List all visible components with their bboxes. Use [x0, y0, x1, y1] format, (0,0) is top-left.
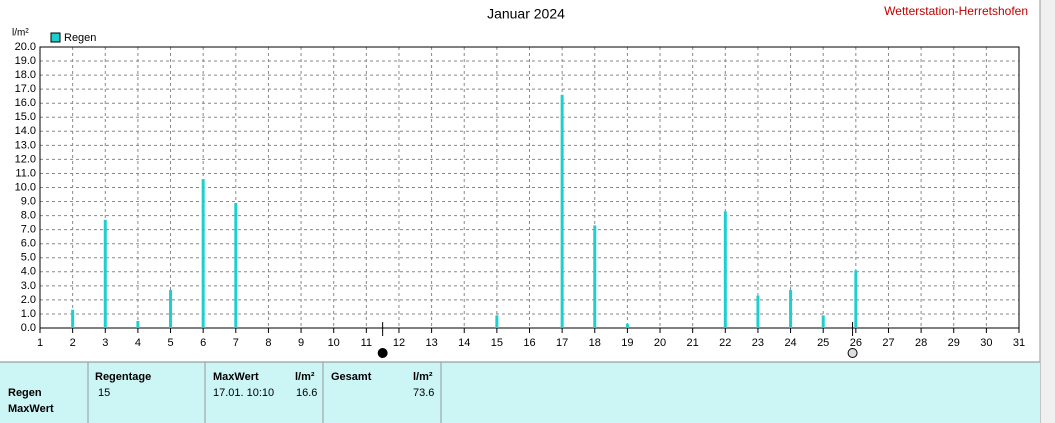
table-header: MaxWert	[213, 371, 259, 383]
x-tick-label: 19	[621, 337, 633, 349]
x-tick-label: 16	[523, 337, 535, 349]
y-axis-label: l/m²	[12, 28, 29, 39]
x-tick-label: 21	[687, 337, 699, 349]
table-header: Regentage	[95, 371, 151, 383]
y-tick-label: 6.0	[21, 238, 36, 250]
table-cell: 16.6	[296, 387, 317, 399]
y-tick-label: 3.0	[21, 280, 36, 292]
x-tick-label: 17	[556, 337, 568, 349]
y-tick-label: 7.0	[21, 224, 36, 236]
x-tick-label: 31	[1013, 337, 1025, 349]
table-header: Gesamt	[331, 371, 372, 383]
bar	[821, 315, 825, 328]
y-tick-label: 2.0	[21, 294, 36, 306]
chart-title: Januar 2024	[487, 6, 565, 22]
x-tick-label: 30	[980, 337, 992, 349]
x-tick-label: 20	[654, 337, 666, 349]
full-moon	[847, 348, 858, 358]
x-tick-label: 12	[393, 337, 405, 349]
x-tick-label: 26	[850, 337, 862, 349]
table-cell: 15	[98, 387, 110, 399]
x-tick-label: 11	[361, 337, 372, 349]
x-tick-label: 18	[589, 337, 601, 349]
bar	[756, 295, 760, 328]
x-tick-label: 6	[200, 337, 206, 349]
table-cell: 73.6	[413, 387, 434, 399]
x-tick-label: 9	[298, 337, 304, 349]
x-tick-label: 13	[425, 337, 437, 349]
x-tick-label: 15	[491, 337, 503, 349]
x-tick-label: 4	[135, 337, 141, 349]
station-name: Wetterstation-Herretshofen	[884, 4, 1028, 18]
y-tick-label: 4.0	[21, 266, 36, 278]
legend-label: Regen	[64, 32, 96, 44]
table-header: l/m²	[413, 371, 433, 383]
x-tick-label: 5	[167, 337, 173, 349]
bar	[234, 202, 238, 328]
bar	[201, 179, 205, 328]
y-tick-label: 8.0	[21, 210, 36, 222]
x-tick-label: 28	[915, 337, 927, 349]
bar	[593, 225, 597, 328]
x-tick-label: 29	[948, 337, 960, 349]
bar	[103, 219, 107, 328]
table-cell: 17.01. 10:10	[213, 387, 274, 399]
y-tick-label: 17.0	[15, 83, 36, 95]
y-tick-label: 9.0	[21, 195, 36, 207]
bar	[854, 270, 858, 328]
plot-border	[39, 46, 1020, 329]
background	[0, 0, 1040, 362]
new-moon	[377, 348, 388, 358]
bar	[625, 323, 629, 328]
y-tick-label: 18.0	[15, 69, 36, 81]
x-tick-label: 7	[233, 337, 239, 349]
x-tick-label: 25	[817, 337, 829, 349]
bar	[560, 94, 564, 329]
x-tick-label: 2	[70, 337, 76, 349]
x-tick-label: 23	[752, 337, 764, 349]
y-tick-label: 20.0	[15, 41, 36, 53]
x-tick-label: 3	[102, 337, 108, 349]
y-tick-label: 1.0	[21, 308, 36, 320]
table-header: l/m²	[295, 371, 315, 383]
bar	[169, 290, 173, 328]
x-tick-label: 24	[784, 337, 796, 349]
y-tick-label: 13.0	[15, 139, 36, 151]
row-label: MaxWert	[8, 403, 54, 415]
x-tick-label: 10	[328, 337, 340, 349]
bar	[789, 290, 793, 328]
x-tick-label: 14	[458, 337, 470, 349]
side-strip	[1040, 0, 1055, 423]
bar	[71, 309, 75, 328]
legend-swatch	[50, 32, 61, 43]
y-tick-label: 14.0	[15, 125, 36, 137]
bar	[136, 320, 140, 328]
y-tick-label: 12.0	[15, 153, 36, 165]
y-tick-label: 15.0	[15, 111, 36, 123]
y-tick-label: 5.0	[21, 252, 36, 264]
y-tick-label: 0.0	[21, 322, 36, 334]
x-tick-label: 8	[265, 337, 271, 349]
x-tick-label: 27	[882, 337, 894, 349]
y-tick-label: 16.0	[15, 97, 36, 109]
bar	[495, 315, 499, 328]
y-tick-label: 19.0	[15, 55, 36, 67]
x-tick-label: 22	[719, 337, 731, 349]
y-tick-label: 11.0	[15, 167, 36, 179]
y-tick-label: 10.0	[15, 181, 36, 193]
table-background	[0, 362, 1040, 423]
x-tick-label: 1	[37, 337, 43, 349]
bar	[723, 211, 727, 328]
row-label: Regen	[8, 387, 42, 399]
